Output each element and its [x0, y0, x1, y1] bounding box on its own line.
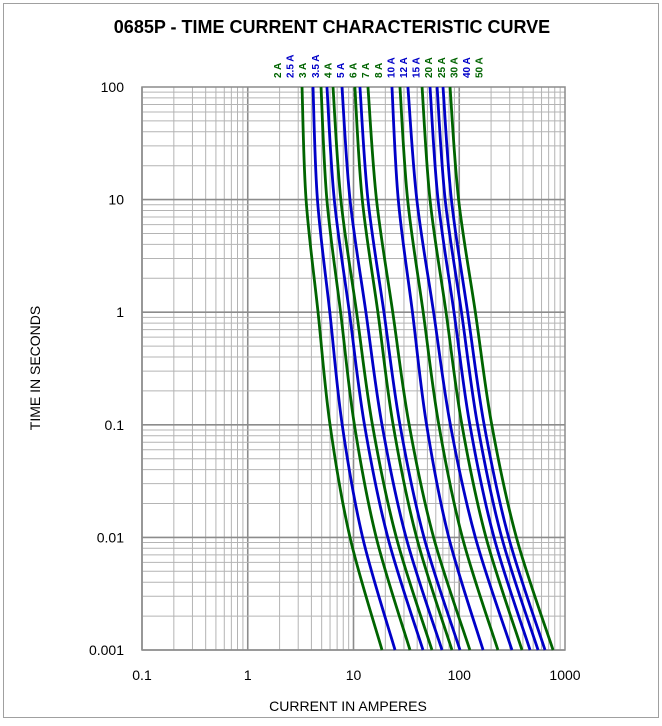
x-tick-label: 1000	[549, 667, 580, 683]
curve-12-a	[398, 86, 500, 651]
curve-3-5-a	[325, 86, 425, 651]
series-label: 40 A	[462, 57, 473, 78]
grid	[141, 86, 566, 651]
series-label: 12 A	[399, 57, 410, 78]
x-tick-label: 1	[244, 667, 252, 683]
series-label: 3 A	[298, 63, 309, 78]
series-label: 5 A	[336, 63, 347, 78]
curve-3-a	[319, 86, 412, 651]
x-tick-label: 100	[448, 667, 472, 683]
curves	[300, 86, 555, 651]
series-label: 10 A	[386, 57, 397, 78]
series-label: 20 A	[424, 57, 435, 78]
series-label: 2.5 A	[286, 54, 297, 78]
series-label: 6 A	[349, 63, 360, 78]
x-tick-label: 10	[346, 667, 362, 683]
curve-8-a	[366, 86, 472, 651]
curve-25-a	[428, 86, 532, 651]
y-tick-label: 1	[116, 304, 124, 320]
curve-15-a	[406, 86, 514, 651]
y-axis-label: TIME IN SECONDS	[27, 306, 43, 430]
curve-40-a	[441, 86, 547, 651]
series-label: 30 A	[449, 57, 460, 78]
curve-2-a	[300, 86, 384, 651]
curve-10-a	[390, 86, 485, 651]
plot-border	[141, 86, 566, 651]
curve-5-a	[340, 86, 444, 651]
x-tick-label: 0.1	[132, 667, 152, 683]
curve-30-a	[435, 86, 540, 651]
series-label: 8 A	[374, 63, 385, 78]
curve-2-5-a	[311, 86, 397, 651]
series-label: 7 A	[361, 63, 372, 78]
y-tick-labels: 100 10 1 0.1 0.01 0.001	[89, 79, 124, 658]
curve-20-a	[420, 86, 524, 651]
x-axis-label: CURRENT IN AMPERES	[269, 698, 427, 714]
y-tick-label: 0.1	[105, 417, 125, 433]
curve-6-a	[353, 86, 454, 651]
chart-frame	[3, 3, 659, 718]
chart-title: 0685P - TIME CURRENT CHARACTERISTIC CURV…	[114, 17, 550, 37]
y-tick-label: 10	[108, 192, 124, 208]
y-tick-label: 0.01	[97, 529, 124, 545]
curve-4-a	[331, 86, 434, 651]
curve-50-a	[448, 86, 555, 651]
series-label: 4 A	[323, 63, 334, 78]
series-label: 3.5 A	[311, 54, 322, 78]
series-label: 25 A	[437, 57, 448, 78]
series-label: 50 A	[475, 57, 486, 78]
y-tick-label: 0.001	[89, 642, 124, 658]
curve-7-a	[358, 86, 462, 651]
y-tick-label: 100	[101, 79, 125, 95]
series-label: 15 A	[412, 57, 423, 78]
x-tick-labels: 0.1 1 10 100 1000	[132, 667, 581, 683]
series-label: 2 A	[273, 63, 284, 78]
